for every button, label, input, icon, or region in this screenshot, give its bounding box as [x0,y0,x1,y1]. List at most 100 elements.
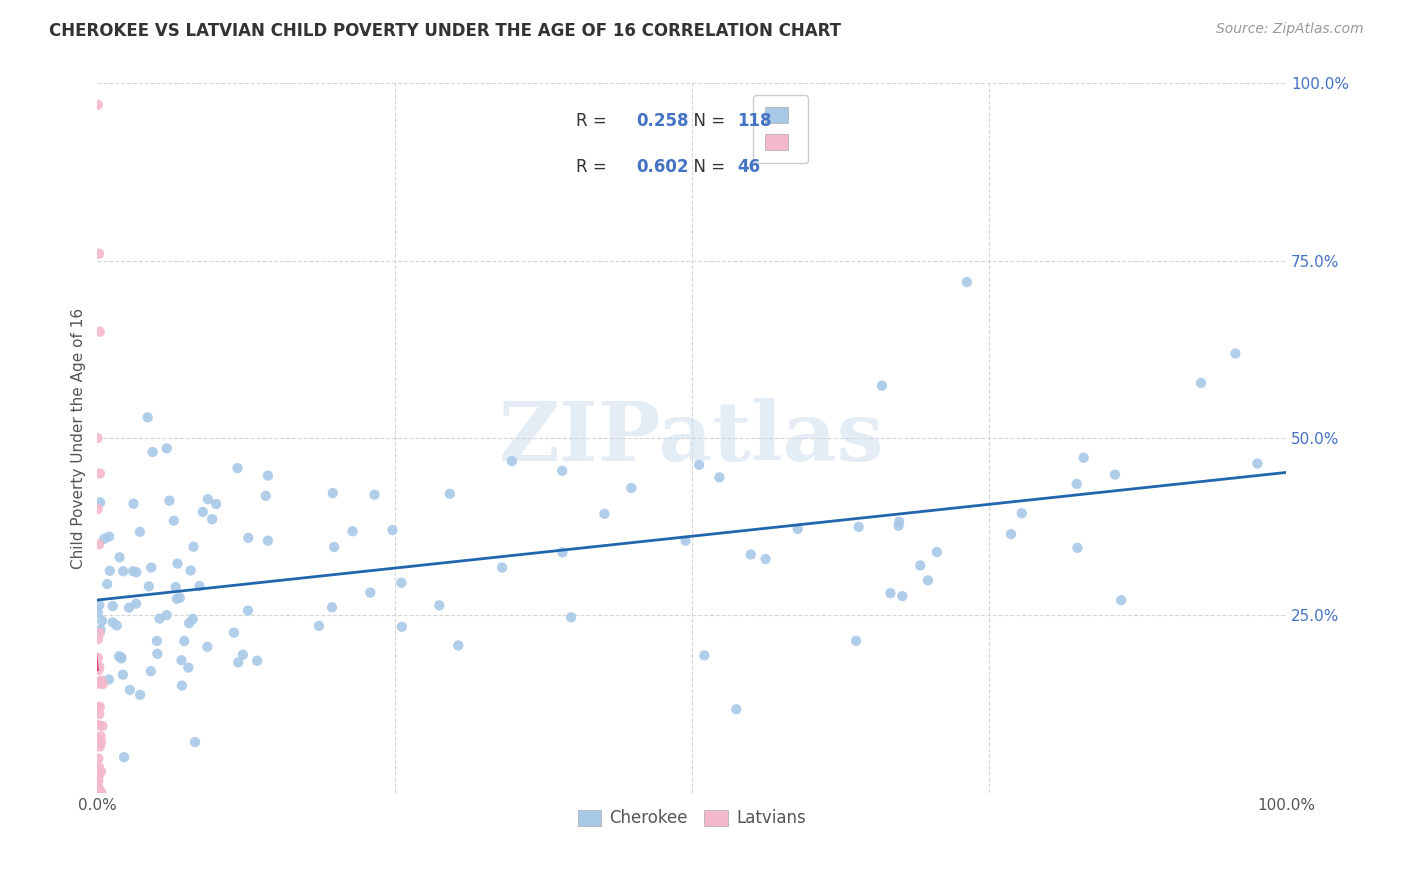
Point [90,623,112,637]
Legend: Cherokee, Latvians: Cherokee, Latvians [571,803,813,834]
Point [322,486,344,500]
Point [91,677,114,691]
Point [93,532,115,546]
Point [891,589,914,603]
Point [321,600,343,615]
Point [148,611,170,625]
Point [709,470,731,484]
Point [146,647,169,661]
Point [87,537,110,551]
Point [887,518,910,533]
Point [181,612,204,626]
Point [910,558,932,573]
Point [173,634,195,648]
Point [226,461,249,475]
Point [675,533,697,548]
Point [87,776,110,790]
Point [1073,450,1095,465]
Point [136,410,159,425]
Point [323,540,346,554]
Point [179,616,201,631]
Point [308,619,330,633]
Point [87,786,110,800]
Point [363,488,385,502]
Point [870,378,893,392]
Text: 118: 118 [737,112,772,130]
Point [491,560,513,574]
Point [87,502,110,516]
Point [184,735,207,749]
Point [197,640,219,654]
Point [1189,376,1212,390]
Point [155,608,177,623]
Point [87,676,110,690]
Point [170,653,193,667]
Point [87,764,110,778]
Point [786,522,808,536]
Point [89,598,111,612]
Text: 46: 46 [737,158,761,176]
Point [89,495,111,509]
Point [90,729,112,743]
Point [86,786,108,800]
Point [620,481,643,495]
Point [359,585,381,599]
Text: N =: N = [683,158,731,176]
Point [87,786,110,800]
Point [138,579,160,593]
Point [551,545,574,559]
Point [91,719,114,733]
Point [89,467,111,481]
Point [89,786,111,800]
Text: ZIPatlas: ZIPatlas [499,398,884,478]
Point [1011,506,1033,520]
Point [848,520,870,534]
Point [1066,541,1088,555]
Point [163,514,186,528]
Point [87,786,110,800]
Point [236,603,259,617]
Point [232,648,254,662]
Point [89,325,111,339]
Point [725,702,748,716]
Text: Source: ZipAtlas.com: Source: ZipAtlas.com [1216,22,1364,37]
Point [87,773,110,788]
Text: N =: N = [683,112,731,130]
Text: R =: R = [576,158,613,176]
Point [125,566,148,580]
Point [257,468,280,483]
Point [87,606,110,620]
Point [197,492,219,507]
Point [87,752,110,766]
Point [381,523,404,537]
Point [122,564,145,578]
Point [917,574,939,588]
Point [342,524,364,539]
Point [879,586,901,600]
Point [86,770,108,784]
Point [142,445,165,459]
Point [170,679,193,693]
Point [180,563,202,577]
Point [98,564,121,578]
Point [87,246,110,260]
Point [889,515,911,529]
Point [86,763,108,777]
Point [191,505,214,519]
Point [156,442,179,456]
Point [97,673,120,687]
Point [222,625,245,640]
Point [90,764,112,779]
Point [501,454,523,468]
Point [141,560,163,574]
Point [447,639,470,653]
Point [1109,593,1132,607]
Point [125,597,148,611]
Y-axis label: Child Poverty Under the Age of 16: Child Poverty Under the Age of 16 [72,308,86,568]
Point [89,660,111,674]
Point [593,507,616,521]
Point [201,512,224,526]
Point [89,700,111,714]
Text: 0.602: 0.602 [636,158,689,176]
Point [91,614,114,628]
